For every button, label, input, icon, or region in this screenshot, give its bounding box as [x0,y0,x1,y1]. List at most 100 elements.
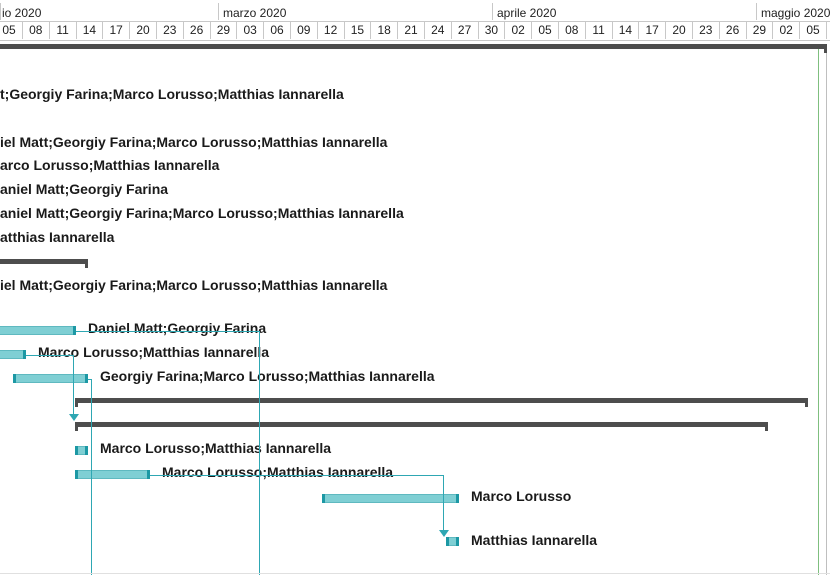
resource-names-label: Marco Lorusso [471,488,572,504]
header-bottom-border [0,40,830,41]
task-start-handle[interactable] [446,537,449,546]
day-label: 08 [29,23,43,37]
task-bar[interactable] [322,494,459,503]
day-label: 30 [484,23,499,37]
day-separator [22,22,23,39]
summary-end-marker [824,44,827,53]
dependency-link[interactable] [150,475,444,476]
day-separator [343,22,345,39]
day-label: 03 [243,23,257,37]
timescale-header: io 2020 marzo 2020 aprile 2020 maggio 20… [0,0,830,41]
day-label: 09 [297,23,311,37]
task-end-handle[interactable] [73,326,76,335]
day-label: 20 [672,23,686,37]
task-start-handle[interactable] [75,470,78,479]
month-label: aprile 2020 [497,6,557,20]
task-end-handle[interactable] [147,470,150,479]
resource-names-label: Marco Lorusso;Matthias Iannarella [38,344,270,360]
day-separator [611,22,613,39]
task-bar[interactable] [0,326,76,335]
resource-names-label: iel Matt;Georgiy Farina;Marco Lorusso;Ma… [0,277,388,293]
day-label: 29 [752,23,767,37]
resource-names-label: t;Georgiy Farina;Marco Lorusso;Matthias … [0,86,344,102]
task-end-handle[interactable] [85,374,88,383]
resource-names-label: Daniel Matt;Georgiy Farina [88,320,267,336]
day-label: 21 [404,23,418,37]
summary-start-marker [75,398,78,407]
day-label: 11 [592,23,605,37]
day-separator [424,22,425,39]
summary-task-bar[interactable] [0,259,88,268]
summary-end-marker [765,422,768,431]
project-summary-bar[interactable] [0,44,827,53]
dependency-link[interactable] [88,379,92,380]
dependency-link[interactable] [91,379,92,575]
day-separator [182,22,184,39]
day-label: 11 [56,23,69,37]
day-separator [504,22,506,39]
task-start-handle[interactable] [75,446,78,455]
day-separator [799,22,801,39]
day-separator [450,22,452,39]
day-separator [477,22,479,39]
dependency-link[interactable] [73,355,74,415]
summary-end-marker [85,259,88,268]
day-separator [156,22,157,39]
task-bar[interactable] [446,537,459,546]
resource-names-label: Marco Lorusso;Matthias Iannarella [100,440,332,456]
dependency-arrow-icon [439,530,449,537]
day-label: 14 [82,23,97,37]
dependency-link[interactable] [76,331,260,332]
day-separator [558,22,559,39]
day-label: 26 [725,23,740,37]
day-label: 18 [377,23,391,37]
day-label: 05 [806,23,820,37]
task-start-handle[interactable] [13,374,16,383]
day-label: 08 [565,23,579,37]
day-separator [745,22,747,39]
task-bar[interactable] [0,350,26,359]
day-separator [638,22,640,39]
resource-names-label: atthias Iannarella [0,229,115,245]
dependency-link[interactable] [443,475,444,531]
day-label: 17 [109,23,123,37]
task-start-handle[interactable] [322,494,325,503]
day-label: 05 [538,23,552,37]
day-separator [129,22,131,39]
task-bar[interactable] [75,446,88,455]
task-bar[interactable] [75,470,150,479]
task-end-handle[interactable] [23,350,26,359]
resource-names-label: aniel Matt;Georgiy Farina [0,181,169,197]
current-date-line [818,44,819,575]
task-end-handle[interactable] [456,494,459,503]
day-separator [75,22,77,39]
task-end-handle[interactable] [85,446,88,455]
summary-task-bar[interactable] [75,398,808,407]
resource-names-label: Marco Lorusso;Matthias Iannarella [162,464,394,480]
task-bar[interactable] [13,374,88,383]
day-separator [397,22,399,39]
resource-names-label: arco Lorusso;Matthias Iannarella [0,157,220,173]
dependency-link[interactable] [26,355,74,356]
day-label: 27 [457,23,472,37]
dependency-link[interactable] [259,331,260,575]
resource-names-label: Matthias Iannarella [471,532,598,548]
day-separator [370,22,372,39]
month-label: maggio 2020 [761,6,830,20]
day-label: 20 [136,23,150,37]
day-separator [290,22,291,39]
day-separator [692,22,693,39]
day-label: 23 [163,23,177,37]
summary-end-marker [805,398,808,407]
day-separator [531,22,533,39]
summary-task-bar[interactable] [75,422,768,431]
resource-names-label: aniel Matt;Georgiy Farina;Marco Lorusso;… [0,205,404,221]
month-label: marzo 2020 [223,6,287,20]
day-separator [826,22,827,39]
task-end-handle[interactable] [456,537,459,546]
resource-names-label: Georgiy Farina;Marco Lorusso;Matthias Ia… [100,368,435,384]
summary-start-marker [75,422,78,431]
day-label: 23 [699,23,713,37]
day-separator [263,22,265,39]
